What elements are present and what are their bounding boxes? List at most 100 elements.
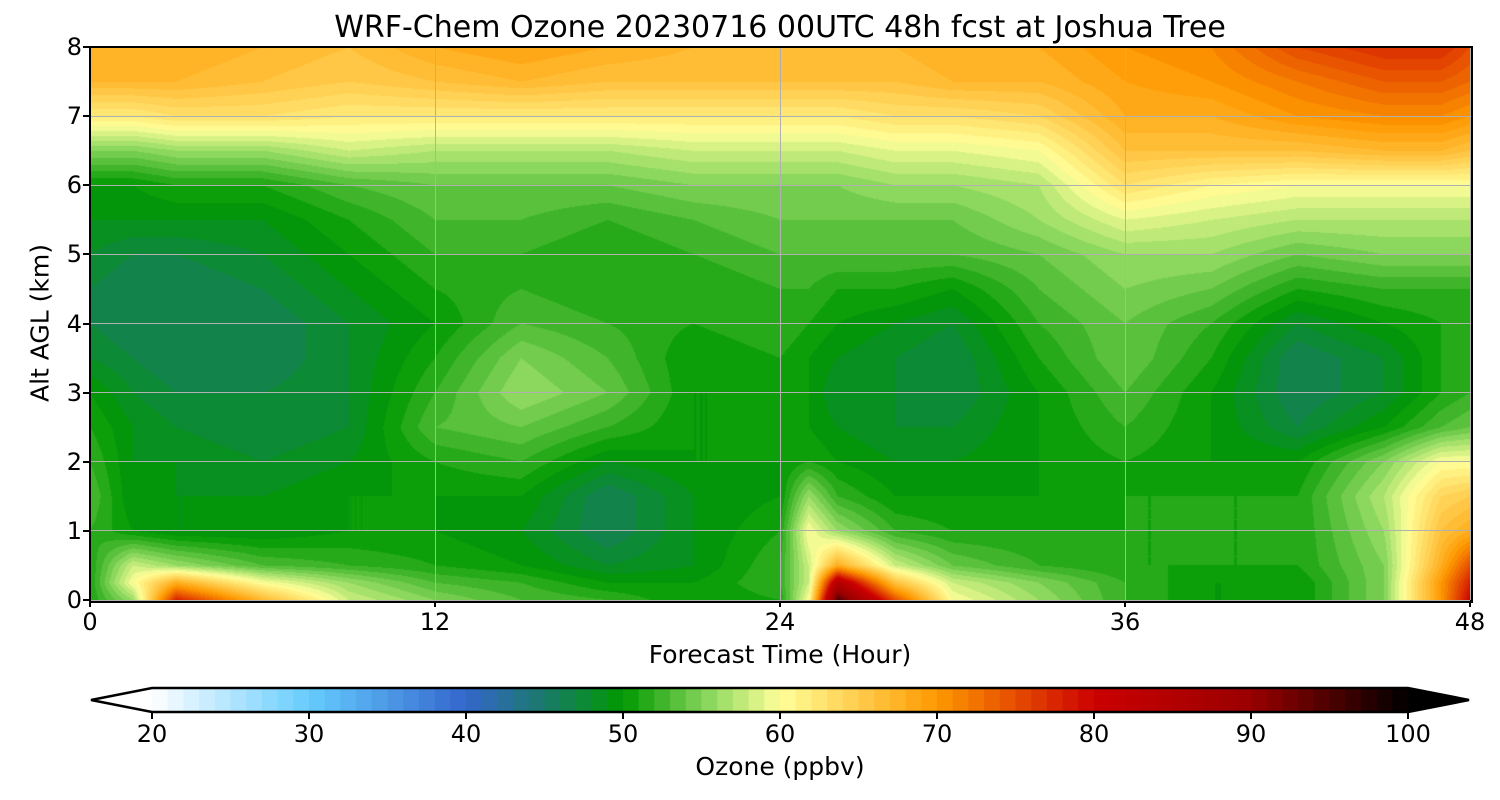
colorbar-tick-label: 40	[450, 720, 482, 748]
colorbar-tick-mark	[622, 712, 624, 719]
colorbar-bin	[1062, 688, 1079, 712]
colorbar-bin	[183, 688, 200, 712]
colorbar-bin	[1282, 688, 1299, 712]
colorbar-bin	[1046, 688, 1064, 712]
y-gridline	[90, 323, 1470, 324]
x-tick-label: 48	[1454, 608, 1486, 636]
colorbar-bin	[1266, 688, 1283, 712]
colorbar-bin	[654, 688, 671, 712]
colorbar-bin	[1094, 688, 1111, 712]
y-gridline	[90, 46, 1470, 48]
colorbar-bin	[999, 688, 1017, 712]
colorbar-bin	[607, 688, 624, 712]
colorbar-bin	[1015, 688, 1032, 712]
colorbar-bin	[858, 688, 875, 712]
colorbar-bin	[277, 688, 294, 712]
y-gridline	[90, 184, 1470, 186]
y-tick-label: 0	[66, 586, 82, 614]
colorbar-bin	[984, 688, 1001, 712]
colorbar-bin	[889, 688, 907, 712]
colorbar-bin	[638, 688, 655, 712]
y-tick-mark	[83, 115, 90, 118]
y-tick-mark	[83, 184, 90, 187]
y-tick-label: 5	[66, 240, 82, 269]
y-gridline	[90, 599, 1470, 601]
colorbar-bin	[1251, 688, 1268, 712]
colorbar-bin	[528, 688, 546, 712]
x-tick-label: 0	[82, 608, 98, 636]
y-tick-mark	[83, 46, 90, 48]
colorbar	[90, 686, 1470, 714]
colorbar-bin	[1172, 688, 1189, 712]
y-gridline	[90, 461, 1470, 463]
colorbar-tick-label: 30	[293, 720, 325, 748]
colorbar-bin	[1031, 688, 1048, 712]
colorbar-bin	[1360, 688, 1378, 712]
colorbar-bin	[1203, 688, 1221, 712]
colorbar-bin	[1376, 688, 1393, 712]
y-gridline	[90, 392, 1470, 394]
colorbar-bin	[466, 688, 483, 712]
colorbar-bin	[309, 688, 326, 712]
colorbar-tick-label: 80	[1078, 720, 1110, 748]
colorbar-bin	[670, 688, 687, 712]
colorbar-bin	[403, 688, 420, 712]
x-axis-label: Forecast Time (Hour)	[648, 640, 912, 669]
y-gridline	[90, 253, 1470, 255]
colorbar-bin	[434, 688, 451, 712]
colorbar-tick-label: 100	[1385, 720, 1431, 748]
colorbar-label: Ozone (ppbv)	[695, 752, 865, 781]
colorbar-tick-label: 60	[764, 720, 796, 748]
colorbar-bin	[1329, 688, 1346, 712]
y-tick-mark	[83, 322, 90, 325]
x-tick-mark	[779, 600, 781, 607]
colorbar-bin	[199, 688, 216, 712]
colorbar-bin	[905, 688, 922, 712]
colorbar-extend-high	[1408, 688, 1469, 712]
y-tick-mark	[83, 599, 90, 601]
colorbar-tick-mark	[465, 712, 467, 719]
colorbar-bin	[1345, 688, 1362, 712]
colorbar-bin	[356, 688, 373, 712]
colorbar-bin	[921, 688, 938, 712]
colorbar-bin	[481, 688, 498, 712]
y-tick-label: 6	[66, 171, 82, 200]
colorbar-bin	[324, 688, 341, 712]
y-gridline	[90, 530, 1470, 532]
y-tick-label: 7	[66, 102, 82, 131]
y-tick-label: 2	[66, 447, 82, 476]
colorbar-bin	[1141, 688, 1158, 712]
colorbar-tick-label: 70	[921, 720, 953, 748]
colorbar-bin	[1188, 688, 1205, 712]
colorbar-bin	[732, 688, 750, 712]
colorbar-bin	[340, 688, 357, 712]
colorbar-tick-mark	[936, 712, 938, 719]
x-tick-mark	[89, 600, 91, 607]
colorbar-bin	[371, 688, 389, 712]
x-tick-mark	[434, 600, 436, 607]
colorbar-bin	[968, 688, 985, 712]
x-gridline	[1469, 47, 1471, 600]
colorbar-bin	[685, 688, 703, 712]
colorbar-tick-mark	[151, 712, 153, 719]
colorbar-extend-low	[90, 688, 152, 712]
colorbar-tick-mark	[779, 712, 781, 719]
colorbar-bin	[214, 688, 232, 712]
colorbar-tick-mark	[308, 712, 310, 719]
colorbar-bin	[1219, 688, 1236, 712]
colorbar-bin	[591, 688, 608, 712]
colorbar-bin	[874, 688, 891, 712]
colorbar-bin	[1109, 688, 1126, 712]
colorbar-tick-mark	[1250, 712, 1252, 719]
colorbar-bin	[937, 688, 954, 712]
colorbar-bin	[293, 688, 310, 712]
colorbar-bin	[418, 688, 436, 712]
chart-title: WRF-Chem Ozone 20230716 00UTC 48h fcst a…	[334, 10, 1226, 45]
colorbar-bin	[246, 688, 263, 712]
colorbar-bin	[842, 688, 860, 712]
colorbar-tick-mark	[1093, 712, 1095, 719]
colorbar-bin	[952, 688, 969, 712]
colorbar-bin	[544, 688, 561, 712]
colorbar-bin	[827, 688, 844, 712]
colorbar-bin	[1392, 688, 1409, 712]
